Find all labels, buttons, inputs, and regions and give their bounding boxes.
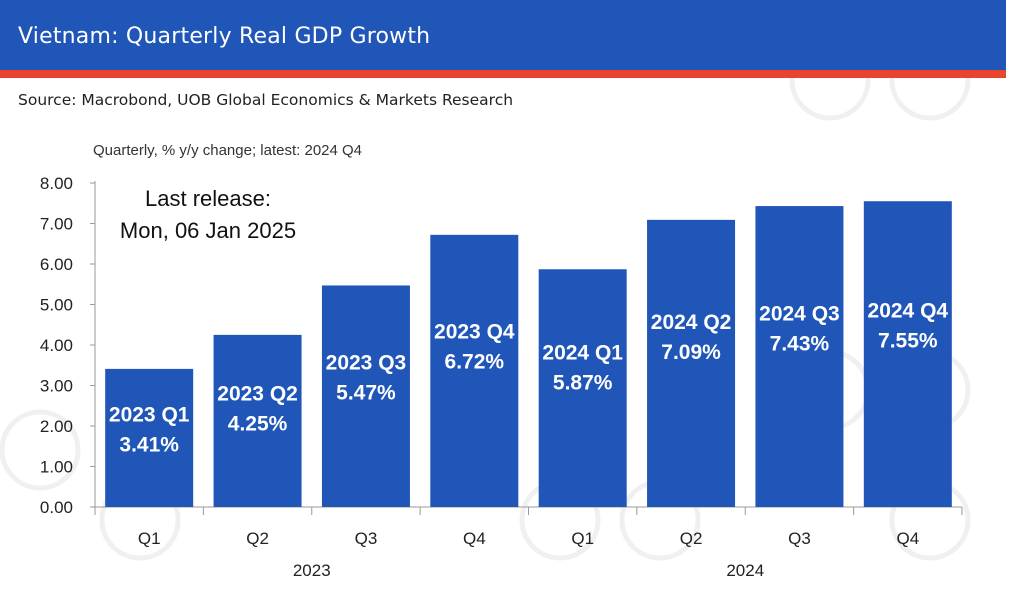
page-title: Vietnam: Quarterly Real GDP Growth — [18, 24, 431, 49]
bar-series — [105, 201, 952, 508]
chart-axes: 0.00 1.00 2.00 3.00 4.00 5.00 6.00 7.00 8.00 Q1 Q2… — [40, 174, 963, 580]
y-tick-label: 0.00 — [40, 498, 73, 517]
x-tick-label: Q4 — [896, 529, 919, 548]
annotation-line-1: Last release: — [145, 186, 271, 211]
bar — [647, 219, 736, 508]
y-tick-label: 4.00 — [40, 336, 73, 355]
x-group-label: 2024 — [726, 561, 764, 580]
bar-label-period: 2024 Q1 — [542, 342, 623, 365]
y-tick-label: 6.00 — [40, 255, 73, 274]
x-tick-label: Q3 — [788, 529, 811, 548]
x-tick-label: Q3 — [355, 529, 378, 548]
bar-label-value: 4.25% — [228, 412, 288, 435]
x-tick-label: Q2 — [680, 529, 703, 548]
title-bar: Vietnam: Quarterly Real GDP Growth — [0, 0, 1006, 70]
x-tick-label: Q1 — [571, 529, 594, 548]
x-tick-label: Q2 — [246, 529, 269, 548]
y-tick-label: 8.00 — [40, 174, 73, 193]
bar-label-value: 7.09% — [661, 341, 721, 364]
bar — [755, 206, 844, 507]
accent-stripe — [0, 70, 1006, 78]
bar-label-period: 2024 Q4 — [868, 299, 949, 322]
bar-label-period: 2023 Q2 — [217, 382, 298, 405]
bar-label-period: 2024 Q2 — [651, 311, 732, 334]
y-tick-label: 1.00 — [40, 458, 73, 477]
bar-label-value: 7.43% — [770, 332, 830, 355]
x-group-label: 2023 — [293, 561, 331, 580]
bar — [430, 234, 519, 507]
bar-label-value: 5.47% — [336, 382, 396, 405]
y-tick-label: 5.00 — [40, 296, 73, 315]
bar — [321, 285, 410, 507]
bar-label-period: 2023 Q1 — [109, 403, 190, 426]
x-tick-label: Q1 — [138, 529, 161, 548]
bar-label-value: 7.55% — [878, 329, 938, 352]
bar — [105, 368, 194, 507]
bar — [863, 201, 952, 507]
annotation-line-2: Mon, 06 Jan 2025 — [119, 218, 297, 243]
bar-label-period: 2023 Q3 — [326, 352, 407, 375]
source-note: Source: Macrobond, UOB Global Economics … — [18, 91, 514, 109]
y-tick-label: 7.00 — [40, 215, 73, 234]
bar-label-value: 5.87% — [553, 372, 613, 395]
bar-label-value: 6.72% — [445, 350, 505, 373]
y-tick-label: 2.00 — [40, 417, 73, 436]
bar — [538, 269, 627, 507]
x-tick-label: Q4 — [463, 529, 486, 548]
y-tick-label: 3.00 — [40, 377, 73, 396]
bar-label-period: 2023 Q4 — [434, 320, 515, 343]
bar-label-value: 3.41% — [119, 433, 179, 456]
chart-subtitle: Quarterly, % y/y change; latest: 2024 Q4 — [93, 142, 363, 159]
bar — [213, 334, 302, 507]
bar-labels: 2023 Q1 3.41% 2023 Q2 4.25% 2023 Q3 5.47% 2023… — [109, 299, 949, 456]
bar-label-period: 2024 Q3 — [759, 302, 840, 325]
